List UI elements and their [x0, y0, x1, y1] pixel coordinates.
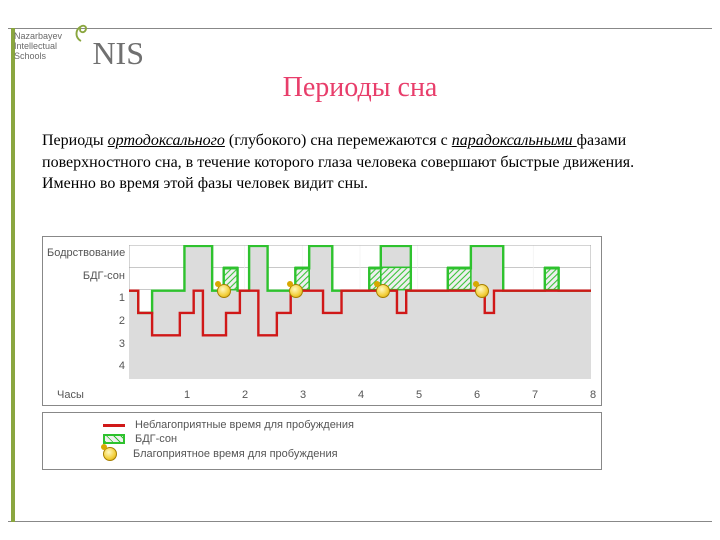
y-axis-label: 2 [47, 315, 125, 327]
y-axis-label: Бодрствование [47, 247, 125, 259]
legend-swatch-hatch [103, 434, 125, 444]
page-title: Периоды сна [0, 72, 720, 104]
clock-icon [475, 284, 489, 298]
logo-nis-text: NIS [92, 35, 144, 72]
legend-swatch-red [103, 424, 125, 427]
logo-swirl-icon [70, 20, 91, 44]
y-axis-label: 1 [47, 292, 125, 304]
x-axis-label: 8 [583, 389, 603, 401]
x-axis-label: 5 [409, 389, 429, 401]
clock-icon [103, 447, 117, 461]
legend-item: Благоприятное время для пробуждения [103, 447, 591, 461]
x-axis-label: 1 [177, 389, 197, 401]
plot-area [129, 245, 591, 379]
x-axis-label: 2 [235, 389, 255, 401]
x-axis-title: Часы [57, 389, 84, 401]
y-axis-label: 3 [47, 338, 125, 350]
legend-item: Неблагоприятные время для пробуждения [103, 419, 591, 431]
x-axis-label: 7 [525, 389, 545, 401]
sleep-chart: Часы Бодрствование БДГ-сон 1 2 3 4 1 2 3 4 5 6 7 8 [42, 236, 602, 406]
x-axis-label: 4 [351, 389, 371, 401]
y-axis-label: БДГ-сон [47, 270, 125, 282]
y-axis-label: 4 [47, 360, 125, 372]
x-axis-label: 3 [293, 389, 313, 401]
logo-line: Schools [14, 52, 66, 62]
plot-svg [129, 245, 591, 379]
legend: Неблагоприятные время для пробуждения БД… [42, 412, 602, 470]
x-axis-label: 6 [467, 389, 487, 401]
body-paragraph: Периоды ортодоксального (глубокого) сна … [42, 130, 672, 195]
legend-item: БДГ-сон [103, 433, 591, 445]
sleep-chart-wrap: Часы Бодрствование БДГ-сон 1 2 3 4 1 2 3 4 5 6 7 8 Не… [42, 236, 602, 470]
